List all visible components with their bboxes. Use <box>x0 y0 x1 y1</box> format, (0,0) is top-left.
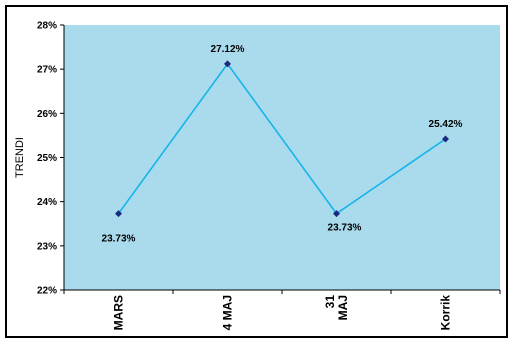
data-point-marker <box>224 60 231 68</box>
plot-area <box>64 25 500 290</box>
data-point-marker <box>333 210 340 218</box>
y-tick-label: 28% <box>37 21 57 32</box>
x-tick-label: 31MAJ <box>323 295 350 321</box>
y-tick-label: 26% <box>37 109 57 120</box>
markers <box>115 60 449 218</box>
data-label: 25.42% <box>429 119 463 130</box>
svg-text:4 MAJ: 4 MAJ <box>221 295 235 330</box>
y-tick-label: 25% <box>37 153 57 164</box>
y-tick-label: 27% <box>37 65 57 76</box>
y-axis-label: TRENDI <box>14 137 26 178</box>
data-label: 23.73% <box>102 234 136 245</box>
x-tick-label: MARS <box>112 295 126 330</box>
y-tick-label: 22% <box>37 286 57 297</box>
y-tick-label: 24% <box>37 197 57 208</box>
data-point-marker <box>442 135 449 143</box>
data-label: 23.73% <box>328 223 362 234</box>
svg-text:Korrik: Korrik <box>439 295 453 331</box>
x-tick-label: 4 MAJ <box>221 295 235 330</box>
x-tick-label: Korrik <box>439 295 453 331</box>
data-labels: 23.73% 27.12% 23.73% 25.42% <box>102 44 463 245</box>
series-line <box>117 62 446 215</box>
y-tick-label: 23% <box>37 241 57 252</box>
data-label: 27.12% <box>211 44 245 55</box>
data-point-marker <box>115 210 122 218</box>
svg-text:MARS: MARS <box>112 295 126 330</box>
svg-text:31MAJ: 31MAJ <box>323 295 350 321</box>
y-axis: 22% 23% 24% 25% 26% 27% 28% <box>37 21 65 297</box>
x-axis: MARS 4 MAJ 31MAJ Korrik <box>63 289 501 331</box>
